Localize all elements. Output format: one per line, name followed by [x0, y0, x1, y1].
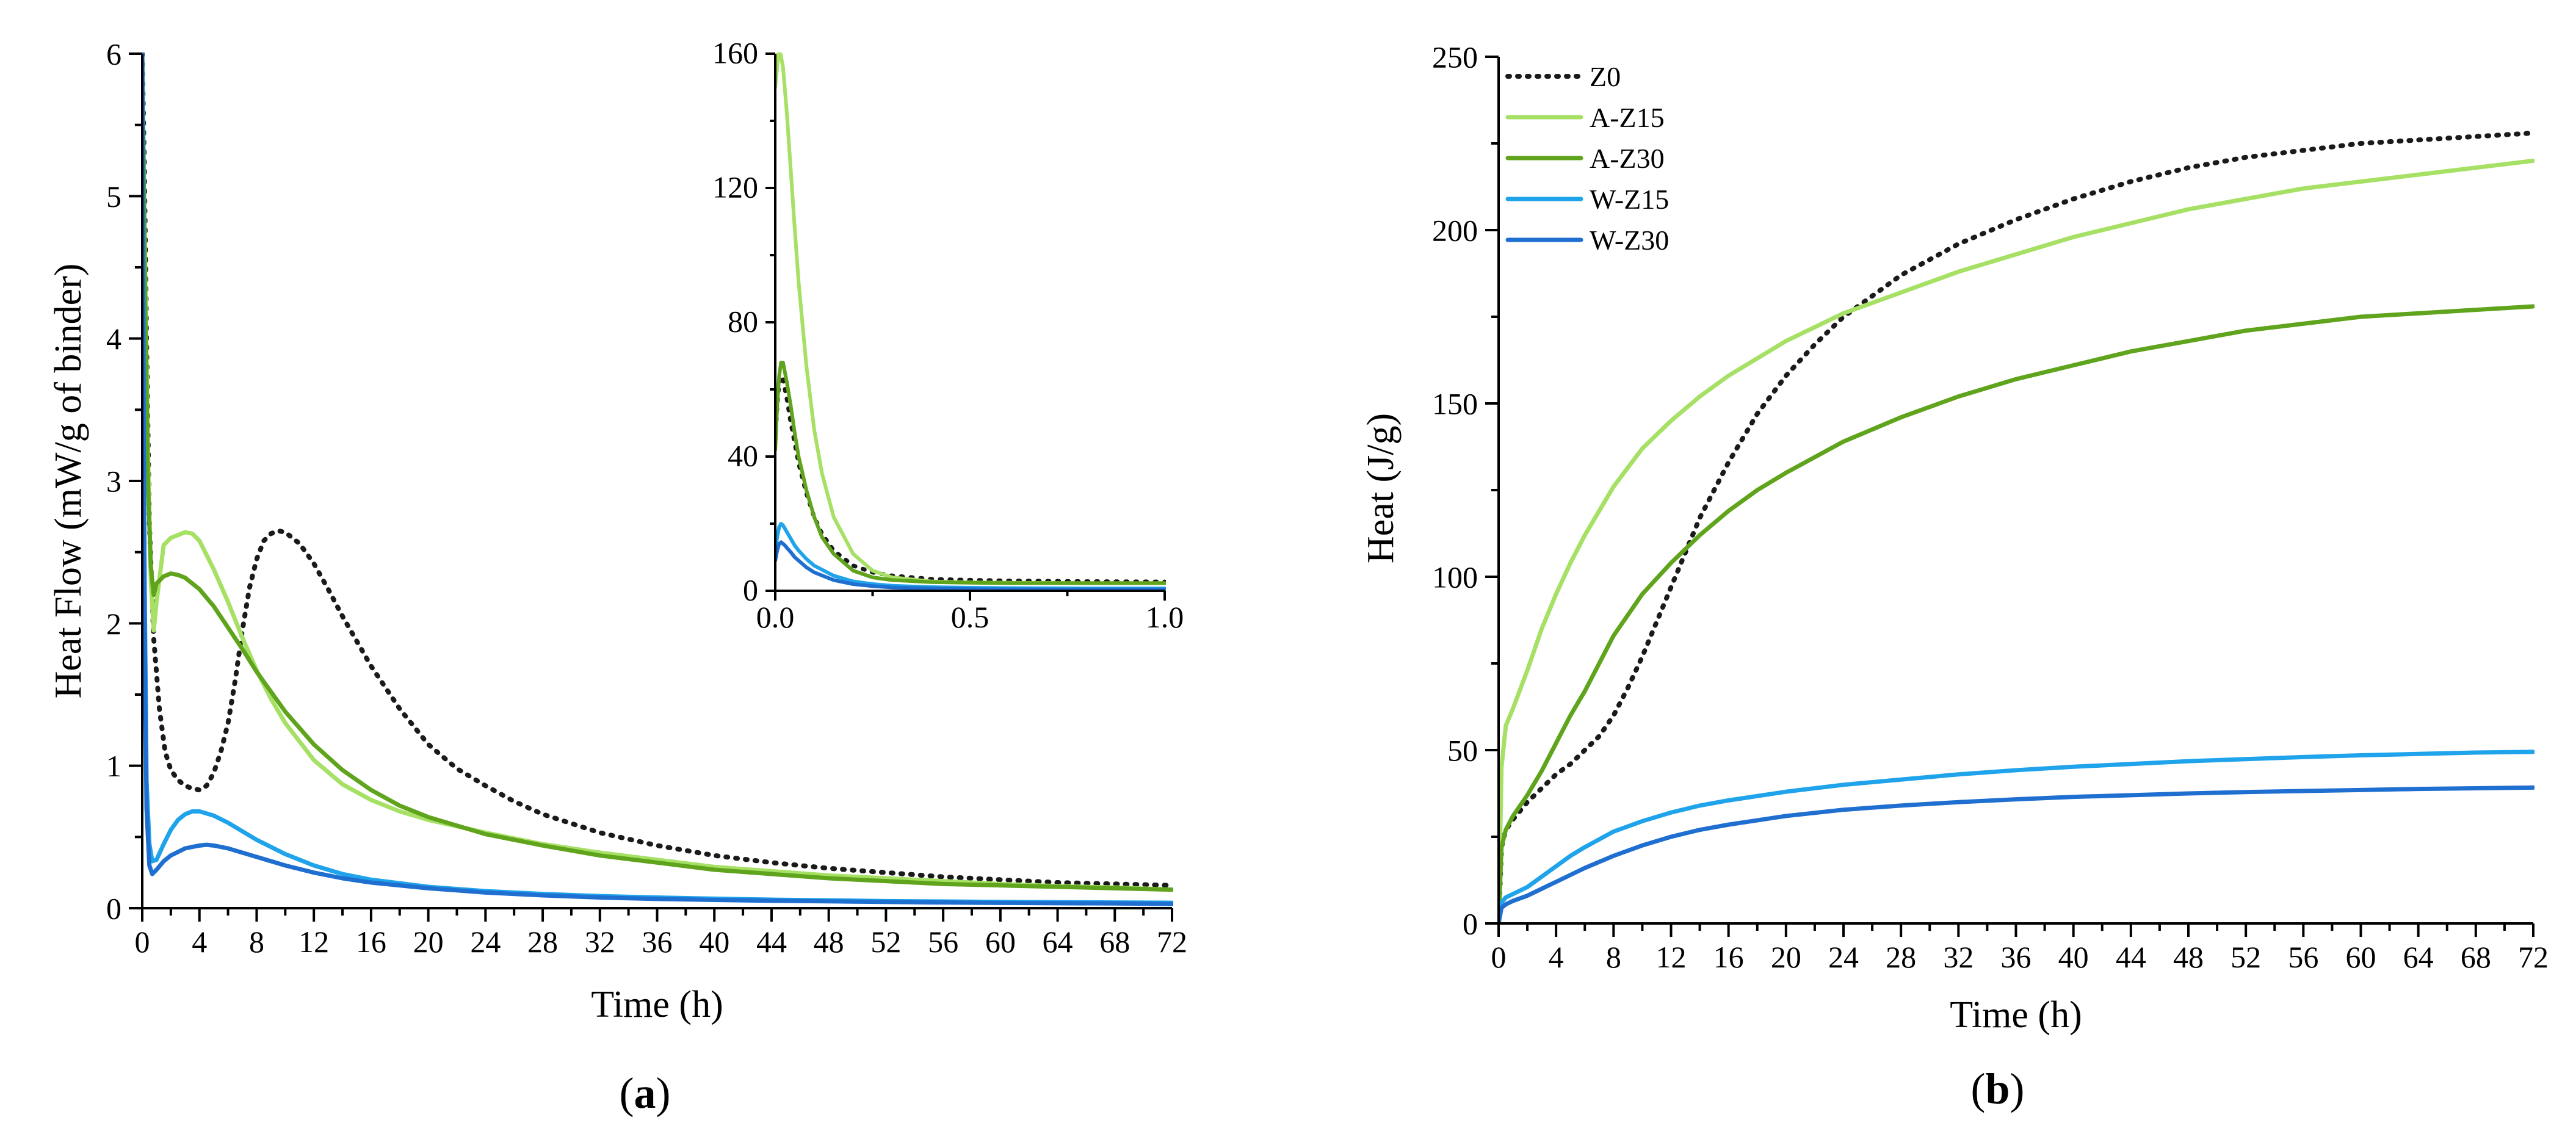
y-tick-label: 4 — [106, 322, 121, 356]
x-tick-label: 60 — [985, 925, 1016, 959]
y-tick-label: 40 — [728, 438, 758, 472]
legend-label: Z0 — [1590, 61, 1621, 92]
legend-b: Z0 A-Z15 A-Z30 W-Z15 W-Z30 — [1505, 61, 1669, 256]
legend-label: W-Z30 — [1590, 225, 1669, 256]
y-tick-label: 1 — [106, 749, 121, 783]
series-line-aas-z30-a — [142, 52, 1173, 892]
series-group — [775, 52, 1166, 591]
x-tick-label: 28 — [1886, 940, 1916, 974]
x-tick-label: 32 — [585, 925, 615, 959]
inset-background — [775, 54, 1165, 591]
series-line-aas-z30-a — [775, 361, 1166, 585]
x-axis-title: Time (h) — [591, 984, 723, 1025]
x-tick-label: 0.5 — [951, 600, 990, 634]
y-tick-label: 160 — [712, 35, 758, 70]
caption-a: (a) — [620, 1069, 671, 1118]
legend-label: W-Z15 — [1590, 184, 1669, 215]
x-axis-title: Time (h) — [1950, 994, 2082, 1036]
y-tick-label: 120 — [712, 170, 758, 204]
series-group — [142, 52, 1173, 906]
x-tick-label: 72 — [1157, 925, 1187, 959]
x-tick-label: 12 — [1656, 940, 1687, 974]
legend-label: A-Z30 — [1590, 143, 1665, 174]
x-tick-label: 0.0 — [756, 600, 795, 634]
y-axis-title: Heat (J/g) — [1360, 413, 1402, 563]
x-tick-label: 64 — [1043, 925, 1073, 959]
y-tick-label: 0 — [106, 892, 121, 926]
legend-label: A-Z15 — [1590, 102, 1665, 133]
x-tick-label: 48 — [814, 925, 844, 959]
x-tick-label: 60 — [2346, 940, 2376, 974]
x-tick-label: 52 — [870, 925, 901, 959]
x-tick-label: 0 — [135, 925, 150, 959]
y-tick-label: 2 — [106, 607, 121, 641]
y-tick-label: 80 — [728, 304, 758, 338]
x-tick-label: 12 — [298, 925, 329, 959]
series-line-w-z30 — [1499, 785, 2534, 923]
x-tick-label: 56 — [2288, 940, 2318, 974]
series-line-a-z30 — [1499, 304, 2534, 923]
x-tick-label: 1.0 — [1146, 600, 1184, 634]
series-group — [1499, 130, 2534, 923]
y-tick-label: 250 — [1432, 40, 1478, 74]
series-line-aas-z30-w — [142, 52, 1173, 906]
x-tick-label: 72 — [2518, 940, 2549, 974]
y-axis-title: Heat Flow (mW/g of binder) — [48, 264, 89, 699]
x-tick-label: 44 — [756, 925, 787, 959]
x-tick-label: 8 — [1606, 940, 1621, 974]
x-tick-label: 24 — [470, 925, 501, 959]
caption-letter: b — [1985, 1064, 2010, 1113]
x-tick-label: 36 — [2001, 940, 2031, 974]
y-tick-label: 0 — [1463, 907, 1478, 941]
x-tick-label: 8 — [249, 925, 264, 959]
x-tick-label: 36 — [642, 925, 673, 959]
chart-panel-a-inset: 0.0 0.5 1.0 0 40 80 120 160 — [712, 35, 1184, 634]
x-tick-label: 0 — [1491, 940, 1507, 974]
x-tick-label: 56 — [928, 925, 958, 959]
y-tick-label: 150 — [1432, 387, 1478, 421]
caption-b: (b) — [1970, 1064, 2024, 1113]
x-tick-label: 24 — [1828, 940, 1859, 974]
x-tick-label: 32 — [1943, 940, 1974, 974]
x-tick-label: 20 — [413, 925, 444, 959]
y-tick-label: 3 — [106, 464, 121, 499]
caption-close: ) — [656, 1069, 671, 1118]
series-line-w-z15 — [1499, 749, 2534, 923]
chart-panel-b: 0 4 8 12 16 20 24 28 32 36 40 44 48 52 56 60 64 68 7205010… — [1360, 40, 2549, 1114]
y-tick-label: 5 — [106, 179, 121, 214]
caption-close: ) — [2010, 1064, 2025, 1113]
x-tick-label: 40 — [699, 925, 729, 959]
x-tick-label: 28 — [527, 925, 558, 959]
x-tick-label: 48 — [2173, 940, 2204, 974]
x-tick-label: 52 — [2230, 940, 2261, 974]
x-tick-label: 40 — [2058, 940, 2089, 974]
x-tick-label: 68 — [1099, 925, 1130, 959]
series-line-aas-z30-w — [775, 540, 1166, 591]
x-tick-label: 68 — [2461, 940, 2491, 974]
y-tick-label: 100 — [1432, 560, 1478, 594]
x-tick-label: 4 — [1549, 940, 1564, 974]
y-tick-label: 0 — [743, 572, 758, 607]
y-tick-label: 50 — [1447, 734, 1478, 768]
y-tick-label: 200 — [1432, 214, 1478, 248]
x-tick-label: 16 — [1713, 940, 1744, 974]
y-tick-label: 6 — [106, 37, 121, 71]
x-tick-label: 4 — [192, 925, 207, 959]
chart-panel-a: 0 4 8 12 16 20 24 28 32 36 40 44 48 52 56 60 64 68 7201234… — [48, 37, 1187, 1118]
caption-letter: a — [634, 1069, 656, 1118]
x-tick-label: 64 — [2403, 940, 2434, 974]
series-line-z0 — [1499, 130, 2534, 923]
x-tick-label: 20 — [1771, 940, 1801, 974]
series-line-aas-z15-a — [142, 52, 1173, 892]
series-line-aas-0 — [142, 52, 1173, 888]
series-line-a-z15 — [1499, 158, 2534, 923]
x-tick-label: 16 — [356, 925, 386, 959]
caption-open: ( — [620, 1069, 634, 1118]
caption-open: ( — [1970, 1064, 1985, 1113]
x-tick-label: 44 — [2116, 940, 2146, 974]
